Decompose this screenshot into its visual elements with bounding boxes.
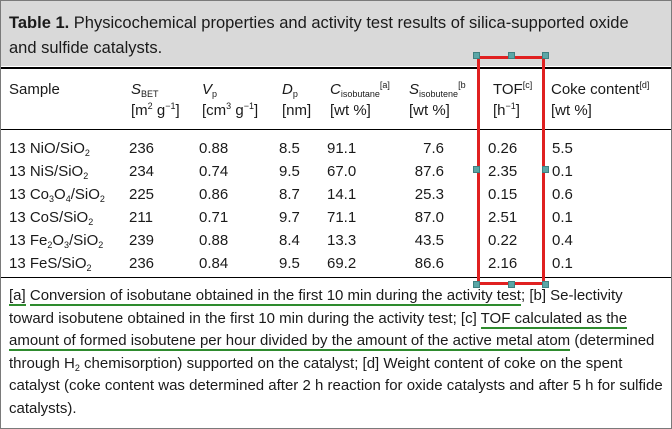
tof-column-selection[interactable] [477, 56, 545, 285]
caption-label: Table 1. [9, 14, 70, 32]
footnote-c-text: TOF calculated as the amount of formed i… [9, 309, 628, 351]
vp-cell: 0.84 [199, 255, 229, 272]
tof-cell: 0.26 [488, 140, 518, 157]
resize-handle-top-center[interactable] [508, 52, 515, 59]
vp-cell: 0.74 [199, 163, 229, 180]
dp-cell: 9.7 [279, 209, 300, 226]
footnote-c-rest-pre: (determined through H [9, 332, 655, 372]
tof-cell: 0.15 [488, 186, 518, 203]
ciso-cell: 69.2 [327, 255, 357, 272]
dp-cell: 8.4 [279, 232, 300, 249]
header-dp: Dp [282, 81, 298, 99]
header-sisobutene-unit: [wt %] [409, 102, 450, 119]
siso-cell: 43.5 [414, 232, 444, 249]
header-cisobutane: Cisobutane[a] [330, 80, 390, 99]
resize-handle-top-left[interactable] [473, 52, 480, 59]
tof-cell: 2.16 [488, 255, 518, 272]
header-sample: Sample [9, 81, 60, 98]
vp-cell: 0.71 [199, 209, 229, 226]
footnote-a-label: [a] [9, 287, 26, 306]
top-rule [1, 67, 671, 69]
sample-cell: 13 NiS/SiO2 [9, 163, 89, 181]
footnotes: [a] Conversion of isobutane obtained in … [9, 285, 665, 420]
sbet-cell: 211 [129, 209, 153, 226]
table-row: 13 FeS/SiO2 236 0.84 9.5 69.2 86.6 2.16 0.1 [1, 255, 671, 278]
footnote-bc-text: ; [b] Se-lectivity toward isobutene obta… [9, 287, 623, 327]
footnote-a-text: Conversion of isobutane obtained in the … [29, 287, 521, 306]
vp-cell: 0.88 [199, 140, 229, 157]
table-row: 13 NiO/SiO2 236 0.88 8.5 91.1 7.6 0.26 5.5 [1, 140, 671, 163]
caption-text: Table 1. Physicochemical properties and … [9, 11, 659, 61]
siso-cell: 87.6 [414, 163, 444, 180]
sample-cell: 13 NiO/SiO2 [9, 140, 90, 158]
table-caption: Table 1. Physicochemical properties and … [1, 1, 671, 66]
footnote-cd-text: chemisorption) supported on the catalyst… [9, 354, 663, 417]
sbet-cell: 239 [129, 232, 155, 249]
sample-cell: 13 Co3O4/SiO2 [9, 186, 105, 204]
header-rule [1, 129, 671, 130]
sbet-cell: 236 [129, 140, 155, 157]
sample-cell: 13 CoS/SiO2 [9, 209, 94, 227]
siso-cell: 25.3 [414, 186, 444, 203]
siso-cell: 86.6 [414, 255, 444, 272]
header-cisobutane-unit: [wt %] [330, 102, 371, 119]
vp-cell: 0.86 [199, 186, 229, 203]
ciso-cell: 91.1 [327, 140, 357, 157]
sample-cell: 13 Fe2O3/SiO2 [9, 232, 104, 250]
coke-cell: 0.1 [552, 163, 573, 180]
resize-handle-bottom-center[interactable] [508, 281, 515, 288]
coke-cell: 0.6 [552, 186, 573, 203]
sbet-cell: 236 [129, 255, 155, 272]
dp-cell: 9.5 [279, 163, 300, 180]
tof-cell: 2.35 [488, 163, 518, 180]
resize-handle-bottom-left[interactable] [473, 281, 480, 288]
table-row: 13 Co3O4/SiO2 225 0.86 8.7 14.1 25.3 0.15 0.6 [1, 186, 671, 209]
header-vp: Vp [202, 81, 218, 99]
tof-cell: 0.22 [488, 232, 518, 249]
sbet-cell: 225 [129, 186, 155, 203]
header-coke: Coke content[d] [551, 80, 650, 99]
header-sbet: SBET [131, 81, 159, 99]
header-coke-unit: [wt %] [551, 102, 592, 119]
resize-handle-middle-left[interactable] [473, 166, 480, 173]
bottom-rule [1, 277, 671, 278]
header-sisobutene: Sisobutene[b [409, 80, 466, 99]
table-row: 13 Fe2O3/SiO2 239 0.88 8.4 13.3 43.5 0.22 0.4 [1, 232, 671, 255]
vp-cell: 0.88 [199, 232, 229, 249]
ciso-cell: 67.0 [327, 163, 357, 180]
sbet-cell: 234 [129, 163, 155, 180]
coke-cell: 5.5 [552, 140, 573, 157]
ciso-cell: 71.1 [327, 209, 357, 226]
ciso-cell: 14.1 [327, 186, 357, 203]
header-dp-unit: [nm] [282, 102, 312, 119]
sample-cell: 13 FeS/SiO2 [9, 255, 92, 273]
resize-handle-top-right[interactable] [542, 52, 549, 59]
caption-body: Physicochemical properties and activity … [9, 14, 629, 57]
header-tof: TOF[c] [493, 80, 533, 99]
header-tof-unit: [h−1] [493, 101, 520, 120]
coke-cell: 0.1 [552, 255, 573, 272]
ciso-cell: 13.3 [327, 232, 357, 249]
table-row: 13 CoS/SiO2 211 0.71 9.7 71.1 87.0 2.51 0.1 [1, 209, 671, 232]
dp-cell: 8.5 [279, 140, 300, 157]
dp-cell: 9.5 [279, 255, 300, 272]
tof-cell: 2.51 [488, 209, 518, 226]
table-row: 13 NiS/SiO2 234 0.74 9.5 67.0 87.6 2.35 0.1 [1, 163, 671, 186]
footnote-c-rest-sub: 2 [74, 362, 80, 373]
dp-cell: 8.7 [279, 186, 300, 203]
coke-cell: 0.1 [552, 209, 573, 226]
coke-cell: 0.4 [552, 232, 573, 249]
header-vp-unit: [cm3 g−1] [202, 101, 259, 120]
siso-cell: 87.0 [414, 209, 444, 226]
header-sbet-unit: [m2 g−1] [131, 101, 180, 120]
resize-handle-bottom-right[interactable] [542, 281, 549, 288]
resize-handle-middle-right[interactable] [542, 166, 549, 173]
siso-cell: 7.6 [423, 140, 444, 157]
